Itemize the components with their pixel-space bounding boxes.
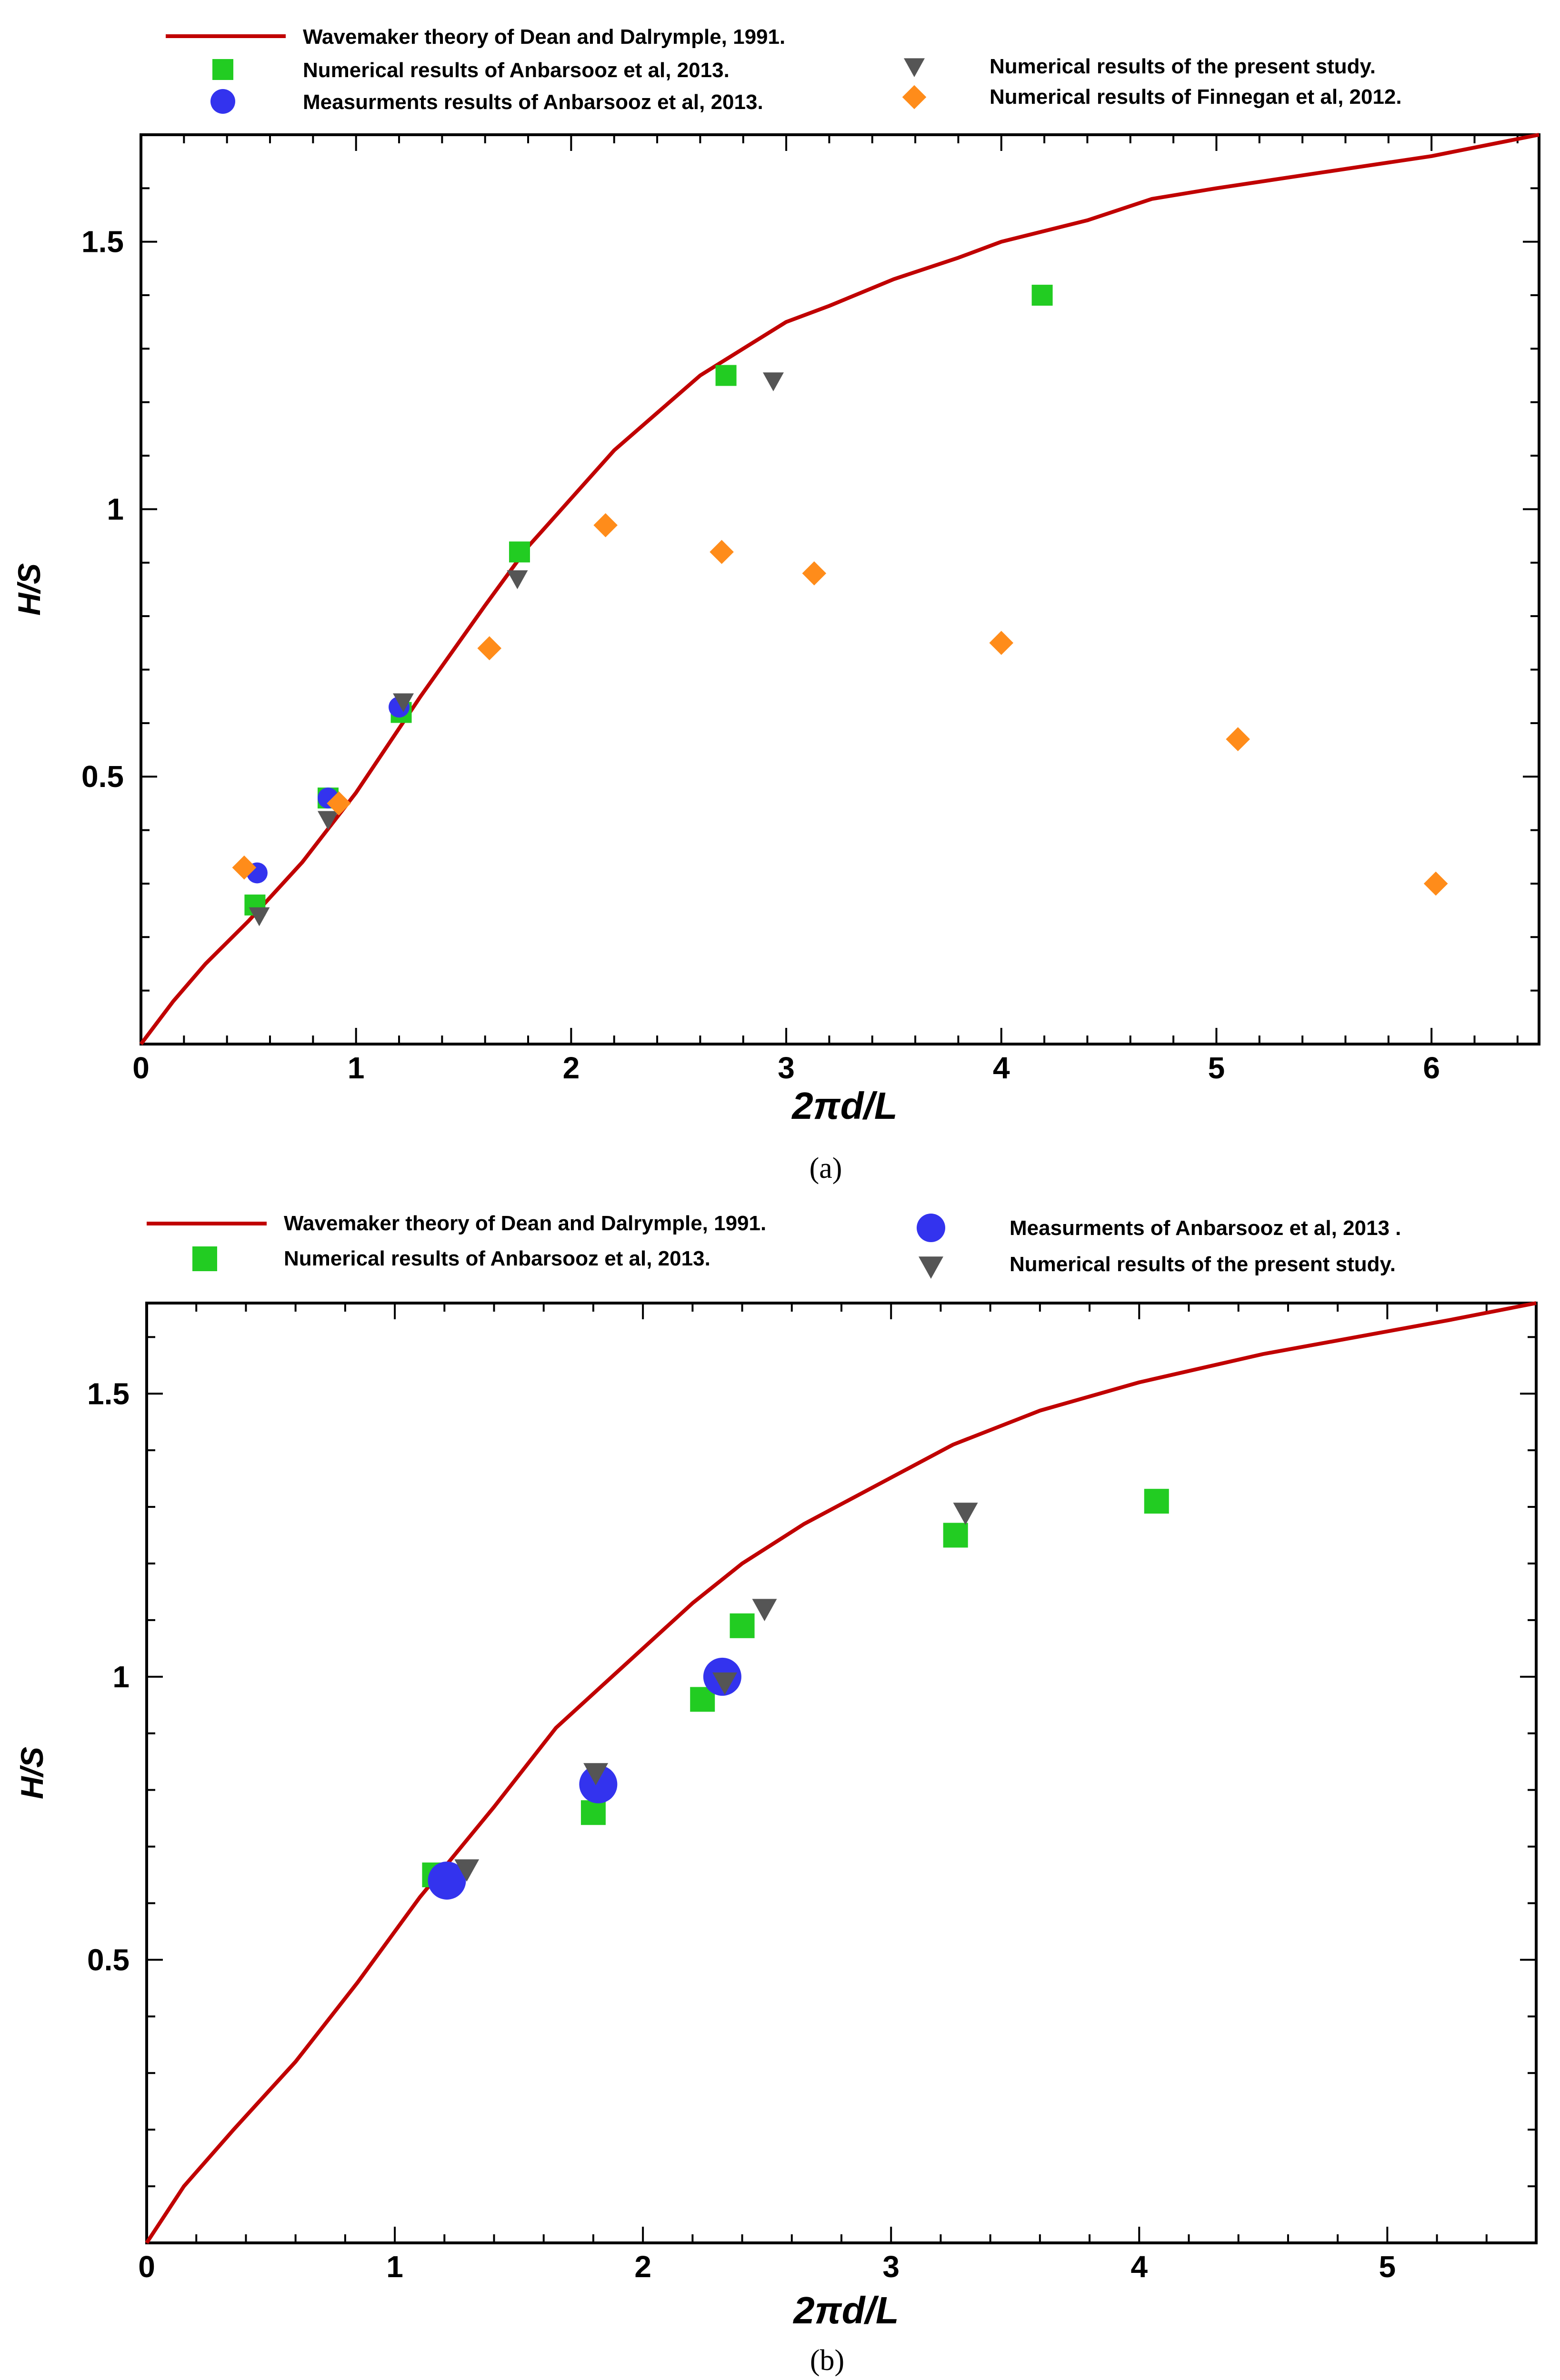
legend-label: Measurments of Anbarsooz et al, 2013 . xyxy=(1010,1216,1401,1240)
panel-caption: (b) xyxy=(810,2344,844,2377)
x-axis: 0 1 2 3 4 5 xyxy=(138,1303,1537,2284)
legend-label: Numerical results of the present study. xyxy=(990,55,1376,78)
data-point-square xyxy=(580,1800,606,1825)
plot-frame xyxy=(140,133,1540,1046)
panel-caption: (a) xyxy=(810,1152,842,1185)
data-point-square xyxy=(730,1613,755,1638)
series-line-theory xyxy=(139,133,1540,1046)
data-point-diamond xyxy=(593,513,618,538)
legend: Wavemaker theory of Dean and Dalrymple, … xyxy=(166,25,1402,114)
panel-a: Wavemaker theory of Dean and Dalrymple, … xyxy=(11,25,1540,1185)
data-point-diamond xyxy=(477,636,502,660)
data-point-circle xyxy=(579,1765,618,1803)
legend-circle-swatch xyxy=(917,1214,945,1242)
y-tick-label: 1.5 xyxy=(81,225,124,259)
x-axis-label: 2πd/L xyxy=(791,1085,897,1127)
x-tick-label: 1 xyxy=(348,1051,365,1085)
x-tick-label: 4 xyxy=(993,1051,1010,1085)
data-point-triangle xyxy=(752,1599,777,1622)
legend-square-swatch xyxy=(192,1246,217,1271)
y-axis-label: H/S xyxy=(11,563,47,616)
data-point-diamond xyxy=(989,631,1014,655)
x-tick-label: 6 xyxy=(1423,1051,1440,1085)
legend-diamond-swatch xyxy=(902,85,927,110)
y-axis: 0.5 1 1.5 xyxy=(87,1336,1536,2188)
legend-label: Wavemaker theory of Dean and Dalrymple, … xyxy=(284,1212,766,1235)
y-axis-label: H/S xyxy=(14,1747,50,1799)
x-tick-label: 5 xyxy=(1379,2250,1396,2284)
x-tick-label: 0 xyxy=(138,2250,155,2284)
data-point-diamond xyxy=(710,540,734,564)
y-tick-label: 1 xyxy=(112,1660,130,1694)
data-point-square xyxy=(1031,285,1053,306)
legend: Wavemaker theory of Dean and Dalrymple, … xyxy=(147,1212,1401,1279)
data-point-diamond xyxy=(1226,727,1250,751)
legend-square-swatch xyxy=(212,59,233,80)
y-tick-label: 0.5 xyxy=(87,1942,130,1977)
x-axis: 0 1 2 3 4 5 6 xyxy=(132,135,1519,1085)
data-point-triangle xyxy=(712,1672,738,1695)
data-point-circle xyxy=(428,1861,466,1900)
data-point-triangle xyxy=(249,907,270,926)
legend-label: Wavemaker theory of Dean and Dalrymple, … xyxy=(303,25,785,49)
legend-label: Numerical results of Anbarsooz et al, 20… xyxy=(303,59,730,82)
data-point-square xyxy=(943,1523,968,1548)
data-point-diamond xyxy=(1423,871,1448,896)
plot-frame xyxy=(145,1302,1538,2244)
legend-label: Measurments results of Anbarsooz et al, … xyxy=(303,90,763,114)
y-tick-label: 1.5 xyxy=(87,1376,130,1411)
legend-circle-swatch xyxy=(210,89,235,114)
data-point-triangle xyxy=(583,1763,609,1785)
y-tick-label: 1 xyxy=(107,492,124,526)
panel-b: Wavemaker theory of Dean and Dalrymple, … xyxy=(14,1212,1538,2377)
x-tick-label: 5 xyxy=(1208,1051,1225,1085)
x-tick-label: 3 xyxy=(778,1051,795,1085)
x-tick-label: 3 xyxy=(882,2250,900,2284)
x-tick-label: 2 xyxy=(563,1051,580,1085)
x-tick-label: 2 xyxy=(634,2250,651,2284)
data-point-triangle xyxy=(454,1859,480,1882)
x-tick-label: 4 xyxy=(1130,2250,1148,2284)
data-point-triangle xyxy=(953,1503,978,1525)
series-line-theory xyxy=(145,1301,1537,2244)
legend-label: Numerical results of Finnegan et al, 201… xyxy=(990,85,1402,109)
data-point-triangle xyxy=(507,570,528,589)
plot-area xyxy=(139,133,1540,1046)
data-point-diamond xyxy=(802,561,827,586)
legend-label: Numerical results of the present study. xyxy=(1010,1253,1396,1276)
x-axis-label: 2πd/L xyxy=(792,2289,899,2331)
data-point-square xyxy=(715,365,737,386)
data-point-square xyxy=(1144,1489,1169,1514)
legend-label: Numerical results of Anbarsooz et al, 20… xyxy=(284,1247,710,1270)
data-point-diamond xyxy=(232,855,257,880)
legend-triangle-swatch xyxy=(904,58,925,77)
x-tick-label: 1 xyxy=(386,2250,403,2284)
data-point-triangle xyxy=(317,811,339,830)
data-point-triangle xyxy=(762,372,784,391)
data-point-triangle xyxy=(393,693,414,712)
y-tick-label: 0.5 xyxy=(81,759,124,794)
y-axis: 0.5 1 1.5 xyxy=(81,134,1539,992)
legend-triangle-swatch xyxy=(919,1256,943,1279)
data-point-square xyxy=(509,541,530,563)
x-tick-label: 0 xyxy=(132,1051,150,1085)
data-point-diamond xyxy=(327,791,351,816)
plot-area xyxy=(145,1301,1537,2244)
